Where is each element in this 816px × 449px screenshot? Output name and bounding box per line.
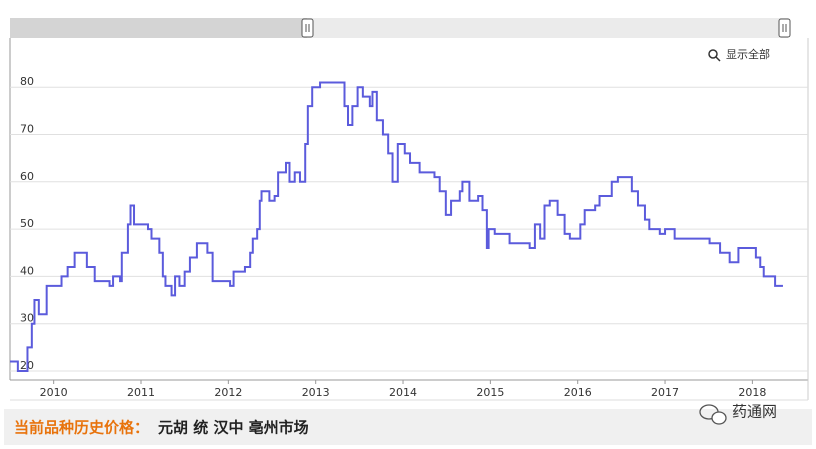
y-tick-label: 50 [20,217,34,230]
y-tick-label: 80 [20,75,34,88]
y-tick-label: 30 [20,312,34,325]
x-tick-label: 2010 [40,386,68,399]
caption-item: 元胡 统 汉中 亳州市场 [158,419,309,437]
y-tick-label: 60 [20,170,34,183]
x-tick-label: 2012 [214,386,242,399]
scroll-track [307,18,788,38]
watermark: 药通网 [732,403,777,421]
x-tick-label: 2017 [651,386,679,399]
scroll-handle-left[interactable] [301,18,314,38]
x-tick-label: 2011 [127,386,155,399]
x-tick-label: 2018 [738,386,766,399]
show-all-button[interactable]: 显示全部 [708,47,770,62]
y-tick-label: 70 [20,122,34,135]
show-all-label[interactable]: 显示全部 [726,47,770,61]
y-tick-label: 40 [20,264,34,277]
watermark-icon [699,404,727,425]
caption-prefix: 当前品种历史价格： [14,419,149,437]
scroll-handle-right[interactable] [778,18,791,38]
x-tick-label: 2014 [389,386,417,399]
price-line [10,81,783,373]
x-tick-label: 2016 [564,386,592,399]
scroll-selected [10,18,307,38]
x-tick-label: 2015 [476,386,504,399]
x-tick-label: 2013 [302,386,330,399]
caption-bar [4,409,812,445]
